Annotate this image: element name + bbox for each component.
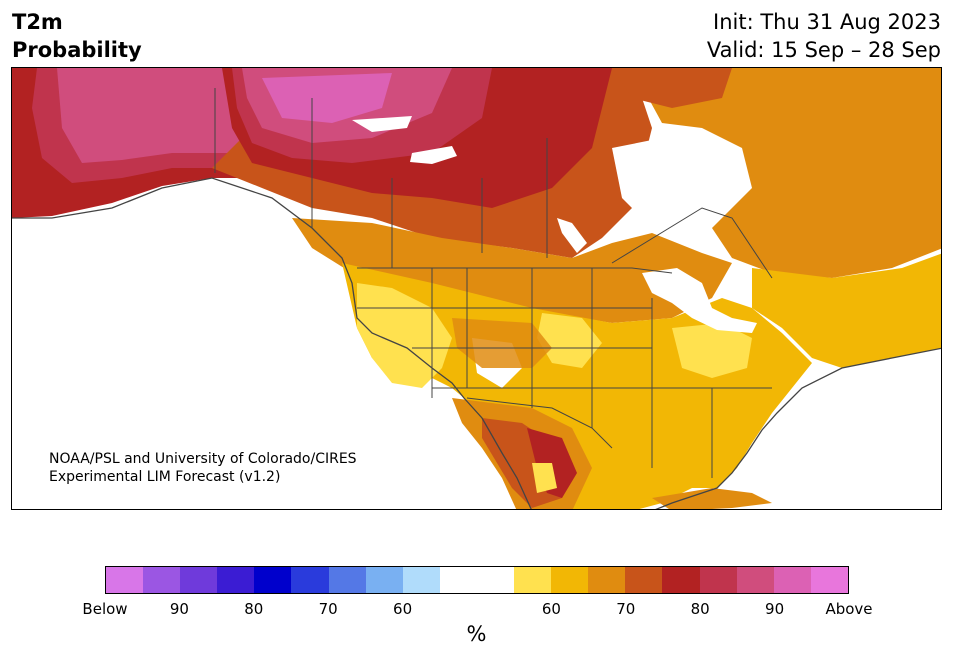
data-credit: NOAA/PSL and University of Colorado/CIRE… xyxy=(49,450,357,486)
lake-great-bear xyxy=(352,116,412,132)
forecast-dates: Init: Thu 31 Aug 2023 Valid: 15 Sep – 28… xyxy=(707,8,941,64)
colorbar-segment xyxy=(588,567,626,593)
region-light-yellow-mexico xyxy=(532,463,557,493)
credit-line-2: Experimental LIM Forecast (v1.2) xyxy=(49,469,281,485)
colorbar-tick-label: 60 xyxy=(393,600,413,618)
colorbar-segment xyxy=(810,567,848,593)
region-light-yellow-west xyxy=(357,283,452,388)
colorbar-segment xyxy=(143,567,181,593)
credit-line-1: NOAA/PSL and University of Colorado/CIRE… xyxy=(49,451,357,467)
map-title: T2m Probability xyxy=(12,8,142,64)
colorbar-tick-label: 90 xyxy=(169,600,189,618)
coastline xyxy=(12,177,941,509)
init-date: Init: Thu 31 Aug 2023 xyxy=(713,10,941,34)
region-orange-east-canada xyxy=(632,68,941,278)
colorbar-segment xyxy=(662,567,700,593)
region-light-yellow-midwest xyxy=(537,313,602,368)
colorbar-segment xyxy=(254,567,292,593)
colorbar-unit: % xyxy=(466,622,487,646)
colorbar-segment xyxy=(736,567,774,593)
colorbar-segment xyxy=(773,567,811,593)
region-pink-canada xyxy=(262,73,392,123)
colorbar-segment xyxy=(514,567,552,593)
region-orange-central xyxy=(292,218,732,323)
colorbar-segment xyxy=(402,567,440,593)
region-orange-cuba xyxy=(652,488,772,509)
colorbar-ticks: Below 90 80 70 60 60 70 80 90 Above xyxy=(0,600,953,620)
lake-great-slave xyxy=(410,146,457,164)
region-yellow-east-canada xyxy=(752,253,941,368)
colorbar-tick-label: 60 xyxy=(541,600,561,618)
region-orange-plains xyxy=(452,318,552,368)
colorbar-tick-label: Above xyxy=(825,600,873,618)
colorbar-tick-label: 80 xyxy=(690,600,710,618)
colorbar-segment xyxy=(625,567,663,593)
colorbar-tick-label: 70 xyxy=(318,600,338,618)
colorbar-segment xyxy=(217,567,255,593)
colorbar-segment xyxy=(180,567,218,593)
colorbar xyxy=(105,566,849,594)
colorbar-segment xyxy=(291,567,329,593)
colorbar-segment xyxy=(328,567,366,593)
title-metric: Probability xyxy=(12,38,142,62)
colorbar-tick-label: 80 xyxy=(244,600,264,618)
probability-map xyxy=(11,67,942,510)
lake-winnipeg xyxy=(557,218,587,253)
colorbar-segment xyxy=(551,567,589,593)
political-borders xyxy=(214,88,773,478)
valid-range: Valid: 15 Sep – 28 Sep xyxy=(706,38,941,62)
title-variable: T2m xyxy=(12,10,63,34)
great-lakes xyxy=(642,268,757,333)
colorbar-segment xyxy=(476,567,515,593)
colorbar-tick-label: 70 xyxy=(616,600,636,618)
colorbar-tick-label: 90 xyxy=(765,600,785,618)
colorbar-segment xyxy=(439,567,477,593)
colorbar-segment xyxy=(106,567,144,593)
region-dark-orange-north xyxy=(612,68,732,108)
colorbar-segment xyxy=(699,567,737,593)
colorbar-tick-label: Below xyxy=(82,600,128,618)
region-light-yellow-appalachia xyxy=(672,323,752,378)
colorbar-segment xyxy=(365,567,403,593)
